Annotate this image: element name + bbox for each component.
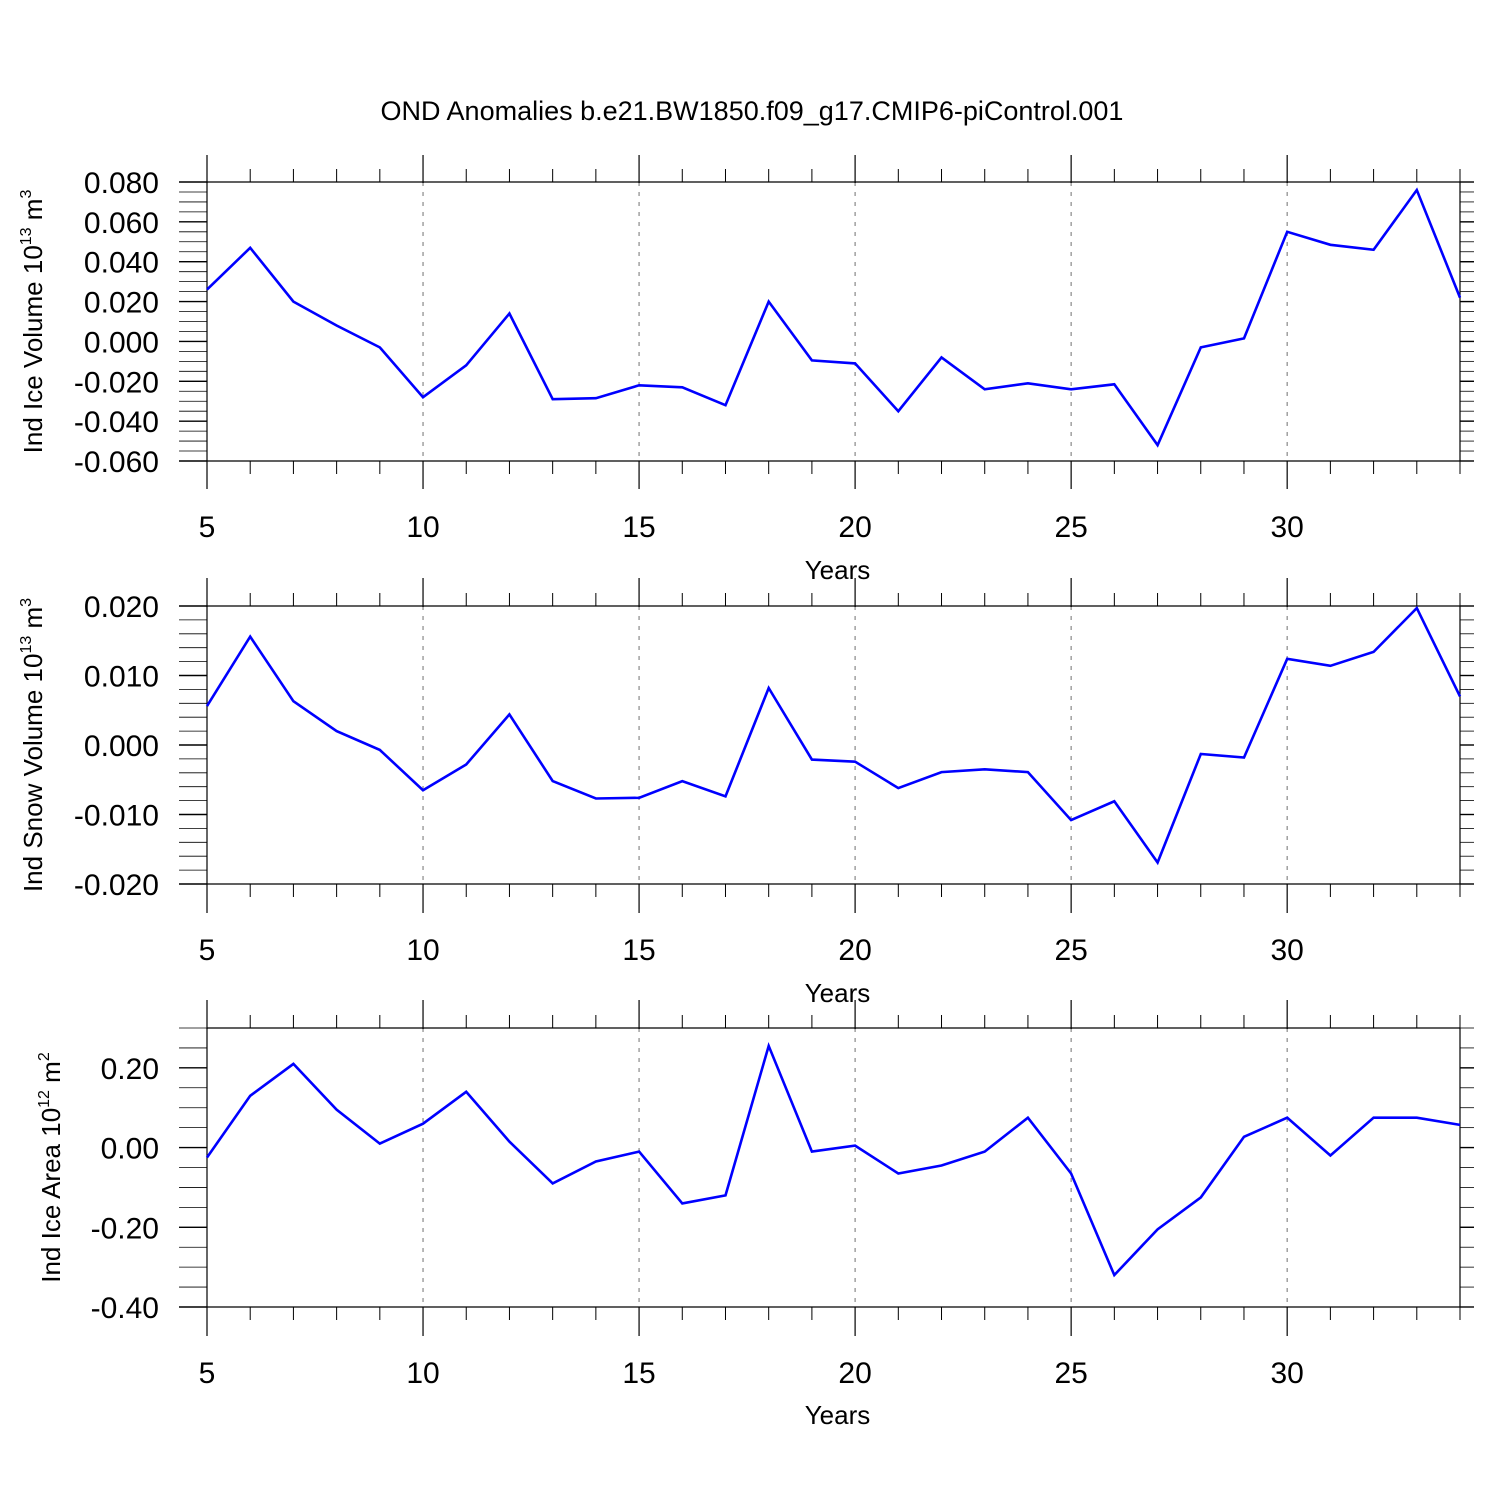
x-tick-label: 25 xyxy=(1054,1357,1087,1390)
y-axis-label-exponent: 13 xyxy=(18,636,35,654)
y-axis-label: Ind Ice Area 1012 m2 xyxy=(36,1052,66,1283)
y-tick-label: -0.060 xyxy=(74,446,159,479)
y-tick-label: 0.000 xyxy=(84,326,159,359)
y-tick-label: 0.080 xyxy=(84,167,159,200)
y-tick-label: 0.20 xyxy=(101,1053,159,1086)
y-axis-label-unit: m xyxy=(36,1061,66,1090)
y-axis-label-unit-exponent: 2 xyxy=(36,1052,53,1061)
x-axis-label: Years xyxy=(805,555,871,585)
y-tick-label: -0.20 xyxy=(91,1212,159,1245)
x-tick-label: 30 xyxy=(1270,511,1303,544)
x-tick-label: 10 xyxy=(406,1357,439,1390)
y-axis-label-unit: m xyxy=(18,607,48,636)
y-tick-label: -0.40 xyxy=(91,1292,159,1325)
y-tick-label: 0.060 xyxy=(84,207,159,240)
panel-2: 0.020 0.010 0.000 -0.010 -0.020 5 10 15 20 25 30 Ye… xyxy=(18,578,1474,1008)
y-axis-label-unit: m xyxy=(18,199,48,228)
x-axis-label: Years xyxy=(805,1400,871,1430)
y-tick-label: 0.000 xyxy=(84,730,159,763)
y-tick-label: 0.040 xyxy=(84,247,159,280)
y-tick-label: 0.020 xyxy=(84,591,159,624)
panel-3: 0.20 0.00 -0.20 -0.40 5 10 15 20 25 30 Years Ind Ic… xyxy=(36,1000,1474,1430)
y-axis-label: Ind Snow Volume 1013 m3 xyxy=(18,598,48,892)
x-tick-label: 15 xyxy=(622,511,655,544)
chart-title: OND Anomalies b.e21.BW1850.f09_g17.CMIP6… xyxy=(381,96,1124,126)
x-tick-label: 25 xyxy=(1054,934,1087,967)
x-tick-label: 20 xyxy=(838,511,871,544)
x-tick-label: 5 xyxy=(199,1357,216,1390)
y-axis-label-base: Ind Ice Volume 10 xyxy=(18,245,48,453)
y-tick-label: 0.020 xyxy=(84,287,159,320)
x-tick-label: 15 xyxy=(622,934,655,967)
x-tick-label: 30 xyxy=(1270,1357,1303,1390)
x-axis-label: Years xyxy=(805,978,871,1008)
y-tick-label: 0.010 xyxy=(84,661,159,694)
y-axis-label: Ind Ice Volume 1013 m3 xyxy=(18,190,48,454)
x-tick-label: 30 xyxy=(1270,934,1303,967)
y-axis-label-exponent: 13 xyxy=(18,227,35,245)
y-axis-label-base: Ind Snow Volume 10 xyxy=(18,654,48,893)
y-tick-label: -0.020 xyxy=(74,869,159,902)
y-axis-label-unit-exponent: 3 xyxy=(18,190,35,199)
data-line-series xyxy=(205,1041,1461,1278)
x-tick-label: 10 xyxy=(406,934,439,967)
y-tick-label: -0.020 xyxy=(74,366,159,399)
x-tick-label: 5 xyxy=(199,511,216,544)
y-tick-label: -0.040 xyxy=(74,406,159,439)
x-tick-label: 15 xyxy=(622,1357,655,1390)
x-tick-label: 5 xyxy=(199,934,216,967)
x-tick-label: 25 xyxy=(1054,511,1087,544)
data-line-series xyxy=(206,187,1462,448)
y-tick-label: -0.010 xyxy=(74,800,159,833)
data-line-series xyxy=(205,605,1462,866)
x-tick-label: 20 xyxy=(838,934,871,967)
y-axis-label-unit-exponent: 3 xyxy=(18,598,35,607)
y-axis-label-base: Ind Ice Area 10 xyxy=(36,1108,66,1283)
panel-1: 0.080 0.060 0.040 0.020 0.000 -0.020 -0.040 -0.… xyxy=(18,155,1474,585)
y-tick-label: 0.00 xyxy=(101,1133,159,1166)
x-tick-label: 20 xyxy=(838,1357,871,1390)
y-axis-label-exponent: 12 xyxy=(36,1090,53,1108)
x-tick-label: 10 xyxy=(406,511,439,544)
